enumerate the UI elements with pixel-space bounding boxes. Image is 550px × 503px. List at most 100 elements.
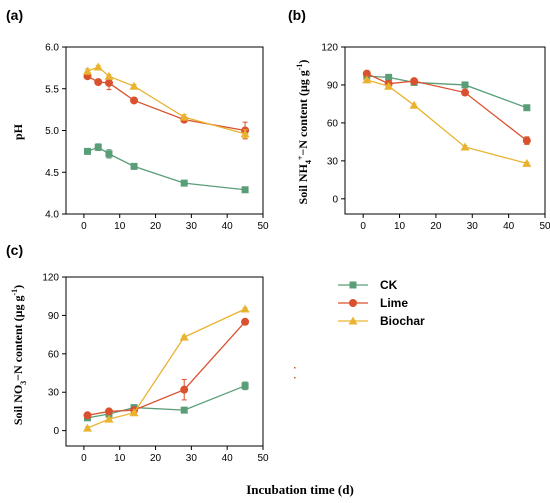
data-point: [241, 186, 249, 194]
series-lime: [362, 69, 531, 145]
data-point: [240, 304, 250, 313]
x-tick-label: 0: [81, 221, 87, 232]
panel-c: (c) Soil NO3−N content (μg g-1) 0 10 20 30 4…: [6, 242, 354, 497]
data-point: [410, 77, 419, 86]
y-tick-label: 120: [42, 273, 59, 284]
y-tick-label: 30: [327, 156, 339, 167]
data-point: [409, 100, 419, 109]
y-tick-label: 60: [327, 118, 339, 129]
data-point: [385, 73, 393, 81]
data-point: [362, 75, 372, 84]
x-tick-label: 50: [257, 453, 269, 464]
data-point: [82, 66, 92, 75]
y-tick-label: 120: [321, 43, 338, 54]
legend: CK Lime Biochar: [338, 278, 425, 328]
data-point: [104, 414, 114, 423]
x-tick-label: 30: [467, 221, 479, 232]
data-point: [129, 408, 139, 417]
series-biochar: [82, 62, 250, 139]
legend-item-biochar: Biochar: [338, 314, 425, 328]
data-point: [241, 317, 250, 326]
y-tick-label: 4.0: [45, 210, 59, 221]
data-point: [362, 69, 371, 78]
data-point: [523, 104, 531, 112]
panel-b-label: (b): [288, 7, 306, 23]
legend-marker: [349, 281, 357, 289]
data-point: [460, 142, 470, 151]
series-biochar: [362, 75, 532, 167]
data-point: [130, 162, 138, 170]
x-tick-label: 40: [222, 453, 234, 464]
data-point: [104, 407, 113, 416]
y-tick-label: 4.5: [45, 168, 59, 179]
series-ck: [83, 143, 249, 194]
panel-a: (a) pH 0 10 20 30 40 50 4.0 4.5 5.0 5.5 6.0: [6, 7, 269, 232]
panel-c-ylabel: Soil NO3−N content (μg g-1): [10, 285, 28, 425]
x-tick-label: 40: [503, 221, 515, 232]
data-point: [461, 88, 469, 97]
series-lime: [83, 317, 250, 420]
legend-label: Biochar: [380, 314, 425, 328]
data-point: [104, 78, 113, 87]
panel-c-label: (c): [6, 242, 23, 258]
plot-frame: [344, 46, 546, 215]
data-point: [461, 81, 469, 89]
data-point: [179, 332, 189, 341]
data-point: [94, 143, 102, 151]
data-point: [180, 406, 188, 414]
y-tick-label: 5.5: [45, 84, 59, 95]
data-point: [94, 78, 103, 87]
x-tick-label: 0: [81, 453, 87, 464]
panel-a-label: (a): [6, 7, 23, 23]
data-point: [104, 71, 114, 80]
y-tick-label: 5.0: [45, 126, 59, 137]
x-tick-label: 10: [394, 221, 406, 232]
series-ck: [363, 72, 531, 112]
plot-frame: [65, 276, 264, 447]
series-lime: [83, 72, 250, 140]
data-point: [241, 382, 249, 390]
data-point: [522, 158, 532, 167]
x-tick-label: 50: [257, 221, 269, 232]
y-tick-label: 90: [48, 311, 60, 322]
data-point: [105, 150, 113, 158]
panel-b: (b) Soil NH4+−N content (μg g-1) 0 10 20 30…: [288, 7, 550, 232]
data-point: [83, 147, 91, 155]
panel-c-xlabel: Incubation time (d): [246, 482, 354, 497]
data-point: [180, 385, 189, 394]
y-tick-label: 6.0: [45, 43, 59, 54]
panel-a-ylabel: pH: [11, 123, 25, 140]
data-point: [83, 411, 92, 420]
data-point: [384, 81, 394, 90]
x-tick-label: 30: [186, 221, 198, 232]
y-tick-label: 30: [48, 388, 60, 399]
legend-label: CK: [380, 278, 398, 292]
legend-marker: [348, 316, 358, 325]
x-tick-label: 20: [430, 221, 442, 232]
x-tick-label: 30: [186, 453, 198, 464]
series-line: [87, 321, 246, 416]
data-point: [130, 96, 139, 105]
legend-marker: [349, 299, 357, 307]
legend-item-ck: CK: [338, 278, 398, 292]
x-tick-label: 20: [150, 221, 162, 232]
y-tick-label: 0: [53, 426, 59, 437]
x-tick-label: 0: [360, 221, 366, 232]
series-biochar: [82, 304, 250, 432]
y-tick-label: 60: [48, 349, 60, 360]
x-tick-label: 10: [114, 453, 126, 464]
x-tick-label: 20: [150, 453, 162, 464]
x-tick-label: 10: [114, 221, 126, 232]
data-point: [93, 62, 103, 71]
data-point: [180, 179, 188, 187]
y-tick-label: 90: [327, 80, 339, 91]
legend-label: Lime: [380, 296, 408, 310]
data-point: [240, 129, 250, 138]
stray-marks: [294, 367, 296, 379]
y-tick-label: 0: [332, 194, 338, 205]
data-point: [129, 81, 139, 90]
data-point: [179, 112, 189, 121]
data-point: [82, 423, 92, 432]
panel-b-ylabel: Soil NH4+−N content (μg g-1): [295, 60, 313, 205]
